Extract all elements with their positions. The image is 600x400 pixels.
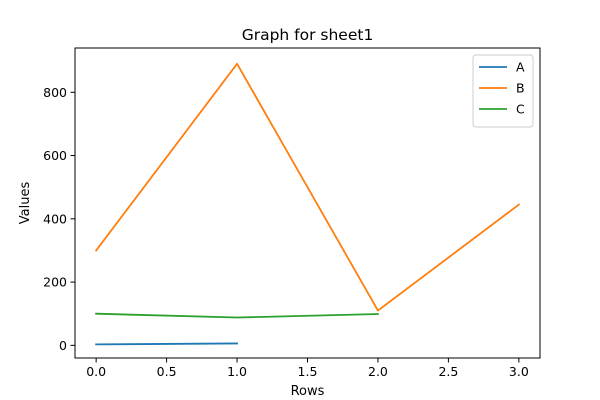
series-line-a bbox=[95, 342, 238, 346]
legend: ABC bbox=[472, 54, 534, 128]
y-tick-label: 800 bbox=[43, 85, 67, 100]
x-tick-label: 0.0 bbox=[86, 364, 106, 379]
x-tick-label: 0.5 bbox=[157, 364, 177, 379]
x-tick-label: 3.0 bbox=[509, 364, 529, 379]
plot-series bbox=[94, 62, 521, 346]
x-tick-label: 2.5 bbox=[438, 364, 458, 379]
y-tick-label: 600 bbox=[43, 148, 67, 163]
legend-label-a: A bbox=[516, 60, 525, 75]
legend-label-b: B bbox=[516, 81, 525, 96]
chart-title: Graph for sheet1 bbox=[242, 26, 374, 44]
x-axis-ticks: 0.0 0.5 1.0 1.5 2.0 2.5 3.0 bbox=[86, 358, 529, 379]
series-line-b bbox=[94, 62, 521, 312]
y-axis-ticks: 0 200 400 600 800 bbox=[43, 85, 75, 353]
y-tick-label: 0 bbox=[59, 338, 67, 353]
x-tick-label: 2.0 bbox=[368, 364, 388, 379]
x-axis-label: Rows bbox=[291, 384, 325, 399]
plot-frame bbox=[74, 47, 541, 359]
y-tick-label: 400 bbox=[43, 211, 67, 226]
x-tick-label: 1.5 bbox=[298, 364, 318, 379]
y-tick-label: 200 bbox=[43, 275, 67, 290]
legend-label-c: C bbox=[516, 102, 525, 117]
series-line-c bbox=[95, 312, 379, 319]
x-tick-label: 1.0 bbox=[227, 364, 247, 379]
y-axis-label: Values bbox=[18, 182, 33, 225]
